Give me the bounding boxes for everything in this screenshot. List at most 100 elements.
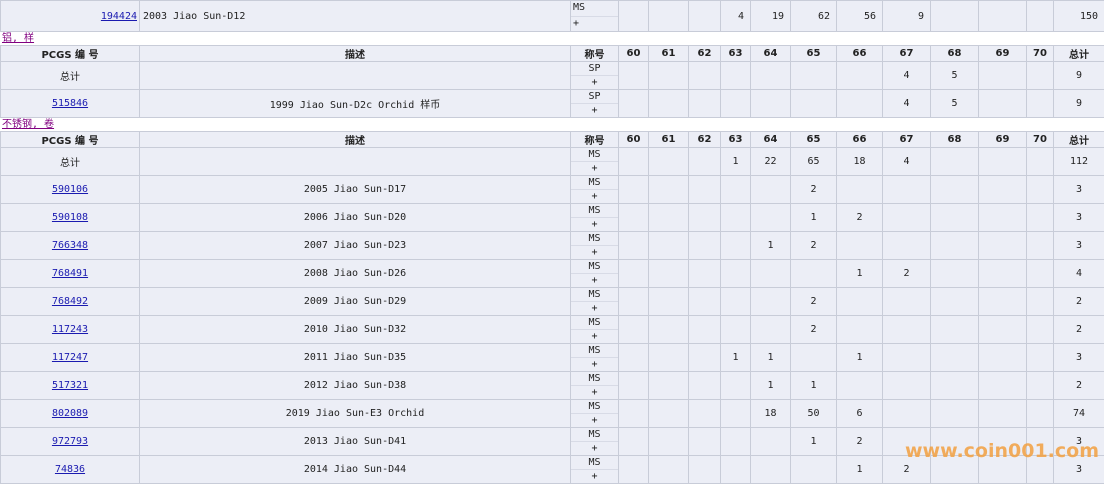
grade-stack: MS+ bbox=[571, 372, 618, 399]
count-cell bbox=[931, 232, 979, 260]
column-header: 67 bbox=[883, 132, 931, 148]
count-cell bbox=[883, 400, 931, 428]
grade-stack: MS+ bbox=[571, 260, 618, 287]
count-cell bbox=[689, 1, 721, 32]
total-cell: 2 bbox=[1054, 316, 1104, 344]
pcgs-link[interactable]: 590108 bbox=[52, 212, 88, 223]
count-cell bbox=[979, 204, 1027, 232]
count-cell: 2 bbox=[791, 288, 837, 316]
pcgs-link[interactable]: 768492 bbox=[52, 296, 88, 307]
pcgs-link[interactable]: 802089 bbox=[52, 408, 88, 419]
count-cell bbox=[791, 344, 837, 372]
count-cell: 1 bbox=[791, 428, 837, 456]
count-cell bbox=[619, 260, 649, 288]
count-cell bbox=[649, 232, 689, 260]
pcgs-link[interactable]: 117243 bbox=[52, 324, 88, 335]
count-cell: 4 bbox=[883, 148, 931, 176]
grade-text: + bbox=[571, 103, 618, 117]
count-cell bbox=[751, 204, 791, 232]
section-label: 不锈钢, 卷 bbox=[0, 118, 1104, 131]
pcgs-cell: 194424 bbox=[1, 1, 140, 32]
count-cell: 50 bbox=[791, 400, 837, 428]
count-cell bbox=[837, 176, 883, 204]
count-cell bbox=[689, 90, 721, 118]
count-cell: 1 bbox=[837, 456, 883, 484]
count-cell bbox=[791, 260, 837, 288]
section-link[interactable]: 不锈钢, 卷 bbox=[2, 119, 54, 130]
pcgs-link[interactable]: 590106 bbox=[52, 184, 88, 195]
grade-stack: MS+ bbox=[571, 344, 618, 371]
count-cell bbox=[1027, 232, 1054, 260]
count-cell bbox=[721, 456, 751, 484]
count-cell: 1 bbox=[751, 232, 791, 260]
pcgs-link[interactable]: 768491 bbox=[52, 268, 88, 279]
count-cell bbox=[619, 344, 649, 372]
column-header: 69 bbox=[979, 46, 1027, 62]
count-cell bbox=[619, 62, 649, 90]
grade-text: + bbox=[571, 469, 618, 483]
column-header: 61 bbox=[649, 132, 689, 148]
pcgs-cell: 768492 bbox=[1, 288, 140, 316]
grade-text: MS bbox=[571, 204, 618, 217]
pcgs-cell: 768491 bbox=[1, 260, 140, 288]
count-cell bbox=[931, 400, 979, 428]
grade-text: + bbox=[571, 217, 618, 231]
count-cell bbox=[649, 1, 689, 32]
count-cell bbox=[837, 232, 883, 260]
count-cell bbox=[1027, 260, 1054, 288]
column-header: 总计 bbox=[1054, 46, 1104, 62]
pcgs-link[interactable]: 515846 bbox=[52, 98, 88, 109]
count-cell bbox=[837, 316, 883, 344]
count-cell bbox=[619, 204, 649, 232]
column-header: 70 bbox=[1027, 46, 1054, 62]
total-cell: 3 bbox=[1054, 344, 1104, 372]
count-cell: 62 bbox=[791, 1, 837, 32]
description-cell: 2005 Jiao Sun-D17 bbox=[140, 176, 571, 204]
count-cell bbox=[1027, 288, 1054, 316]
count-cell bbox=[649, 204, 689, 232]
count-cell bbox=[1027, 344, 1054, 372]
pcgs-link[interactable]: 766348 bbox=[52, 240, 88, 251]
grade-text: + bbox=[571, 385, 618, 399]
count-cell bbox=[979, 90, 1027, 118]
count-cell: 4 bbox=[883, 62, 931, 90]
count-cell bbox=[721, 400, 751, 428]
grade-cell: MS+ bbox=[571, 232, 619, 260]
pcgs-cell: 74836 bbox=[1, 456, 140, 484]
pcgs-link[interactable]: 517321 bbox=[52, 380, 88, 391]
grade-stack: SP+ bbox=[571, 62, 618, 89]
grade-cell: MS+ bbox=[571, 260, 619, 288]
grade-stack: MS+ bbox=[571, 204, 618, 231]
count-cell bbox=[883, 232, 931, 260]
column-header: 65 bbox=[791, 46, 837, 62]
pcgs-link[interactable]: 194424 bbox=[101, 11, 137, 22]
count-cell bbox=[791, 90, 837, 118]
column-header: PCGS 编 号 bbox=[1, 46, 140, 62]
description-cell: 2008 Jiao Sun-D26 bbox=[140, 260, 571, 288]
pcgs-link[interactable]: 972793 bbox=[52, 436, 88, 447]
count-cell bbox=[689, 400, 721, 428]
count-cell bbox=[837, 372, 883, 400]
description-cell: 2009 Jiao Sun-D29 bbox=[140, 288, 571, 316]
count-cell bbox=[619, 148, 649, 176]
total-cell: 9 bbox=[1054, 62, 1104, 90]
total-cell: 9 bbox=[1054, 90, 1104, 118]
count-cell bbox=[883, 372, 931, 400]
count-cell: 1 bbox=[837, 260, 883, 288]
pcgs-link[interactable]: 74836 bbox=[55, 464, 85, 475]
grade-cell: MS+ bbox=[571, 428, 619, 456]
grade-stack: MS+ bbox=[571, 428, 618, 455]
count-cell bbox=[721, 288, 751, 316]
pcgs-cell: 766348 bbox=[1, 232, 140, 260]
column-header: 描述 bbox=[140, 132, 571, 148]
count-cell bbox=[837, 62, 883, 90]
section-link[interactable]: 铝, 样 bbox=[2, 33, 34, 44]
count-cell: 2 bbox=[883, 260, 931, 288]
count-cell bbox=[1027, 62, 1054, 90]
pcgs-link[interactable]: 117247 bbox=[52, 352, 88, 363]
pcgs-cell: 590106 bbox=[1, 176, 140, 204]
